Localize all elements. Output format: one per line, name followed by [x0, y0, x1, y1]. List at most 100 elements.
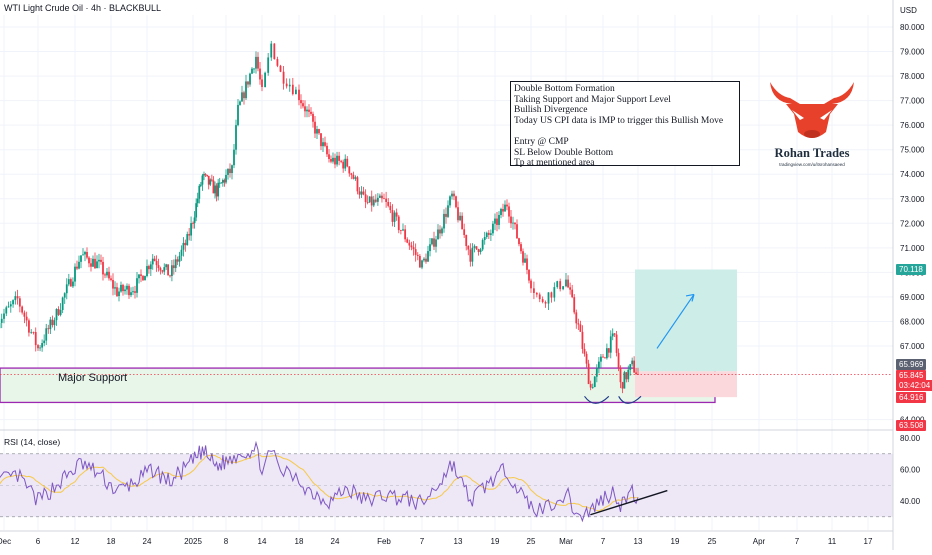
- candle-body: [441, 228, 443, 233]
- candle-body: [577, 323, 579, 324]
- candle-body: [292, 85, 294, 94]
- time-tick-label: Feb: [377, 537, 391, 546]
- candle-body: [340, 161, 342, 162]
- time-tick-label: Dec: [0, 537, 11, 546]
- candle-body: [231, 165, 233, 173]
- currency-label[interactable]: USD: [900, 6, 917, 15]
- candle-body: [530, 281, 532, 289]
- candle-body: [142, 276, 144, 280]
- candle-body: [264, 73, 266, 87]
- candle-body: [322, 142, 324, 146]
- candle-body: [295, 90, 297, 94]
- candle-body: [536, 293, 538, 295]
- candle-body: [369, 196, 371, 202]
- rsi-tick-label: 40.00: [900, 497, 921, 506]
- candle-body: [633, 361, 635, 373]
- candle-body: [195, 203, 197, 217]
- candle-body: [616, 335, 618, 353]
- candle-body: [389, 206, 391, 210]
- bull-snout: [804, 130, 820, 138]
- candle-body: [608, 348, 610, 352]
- candle-body: [571, 290, 573, 297]
- candle-body: [241, 92, 243, 101]
- candle-body: [110, 278, 112, 280]
- time-tick-label: 18: [107, 537, 116, 546]
- candle-body: [138, 274, 140, 278]
- candle-body: [84, 252, 86, 254]
- candle-body: [618, 353, 620, 368]
- candle-body: [413, 247, 415, 249]
- candle-body: [165, 264, 167, 267]
- candle-body: [122, 285, 124, 291]
- candle-body: [526, 259, 528, 270]
- candle-body: [197, 199, 199, 203]
- candle-body: [10, 304, 12, 306]
- candle-body: [227, 169, 229, 175]
- candle-body: [600, 357, 602, 362]
- candle-body: [520, 244, 522, 251]
- candle-body: [465, 235, 467, 246]
- price-tag-stop: 64.916: [896, 392, 926, 403]
- candle-body: [474, 246, 476, 248]
- candle-body: [562, 286, 564, 289]
- candle-body: [82, 254, 84, 255]
- time-tick-label: 24: [143, 537, 152, 546]
- candle-body: [406, 239, 408, 242]
- note-line: Today US CPI data is IMP to trigger this…: [514, 116, 736, 127]
- candle-body: [181, 250, 183, 256]
- candle-body: [539, 294, 541, 299]
- candle-body: [342, 162, 344, 169]
- candle-body: [144, 276, 146, 280]
- candle-body: [471, 248, 473, 262]
- candle-body: [604, 358, 606, 359]
- candle-body: [506, 205, 508, 207]
- candle-body: [312, 114, 314, 122]
- rsi-title[interactable]: RSI (14, close): [4, 437, 60, 447]
- candle-body: [33, 332, 35, 333]
- candle-body: [216, 186, 218, 197]
- candle-body: [498, 215, 500, 225]
- time-tick-label: Apr: [753, 537, 766, 546]
- candle-body: [344, 159, 346, 169]
- candle-body: [259, 69, 261, 80]
- candle-body: [504, 205, 506, 212]
- candle-body: [575, 312, 577, 323]
- candle-body: [130, 292, 132, 295]
- candle-body: [194, 217, 196, 223]
- candle-body: [373, 200, 375, 206]
- candle-body: [308, 110, 310, 112]
- candle-body: [330, 159, 332, 162]
- analysis-note[interactable]: Double Bottom Formation Taking Support a…: [510, 81, 740, 166]
- candle-body: [273, 44, 275, 60]
- candle-body: [437, 229, 439, 239]
- price-tick-label: 73.000: [900, 195, 925, 204]
- candle-body: [421, 260, 423, 267]
- candle-body: [118, 292, 120, 297]
- candle-body: [26, 317, 28, 321]
- candle-body: [251, 69, 253, 74]
- candle-body: [602, 357, 604, 358]
- major-support-label[interactable]: Major Support: [58, 372, 127, 384]
- candle-body: [524, 259, 526, 263]
- time-tick-label: 13: [634, 537, 643, 546]
- symbol-title[interactable]: WTI Light Crude Oil · 4h · BLACKBULL: [4, 3, 161, 13]
- bull-head-icon: [770, 82, 854, 138]
- candle-body: [310, 112, 312, 114]
- candle-body: [245, 81, 247, 98]
- candle-body: [128, 286, 130, 295]
- candle-body: [415, 249, 417, 255]
- candle-body: [267, 57, 269, 72]
- price-tick-label: 80.000: [900, 23, 925, 32]
- candle-body: [433, 238, 435, 246]
- candle-body: [551, 292, 553, 297]
- candle-body: [371, 196, 373, 205]
- candle-body: [39, 348, 41, 349]
- candle-body: [449, 196, 451, 205]
- candle-body: [516, 224, 518, 238]
- price-tick-label: 76.000: [900, 121, 925, 130]
- grid-lines: [0, 15, 893, 530]
- candle-body: [24, 313, 26, 317]
- candle-body: [627, 370, 629, 379]
- stop-zone: [635, 371, 737, 397]
